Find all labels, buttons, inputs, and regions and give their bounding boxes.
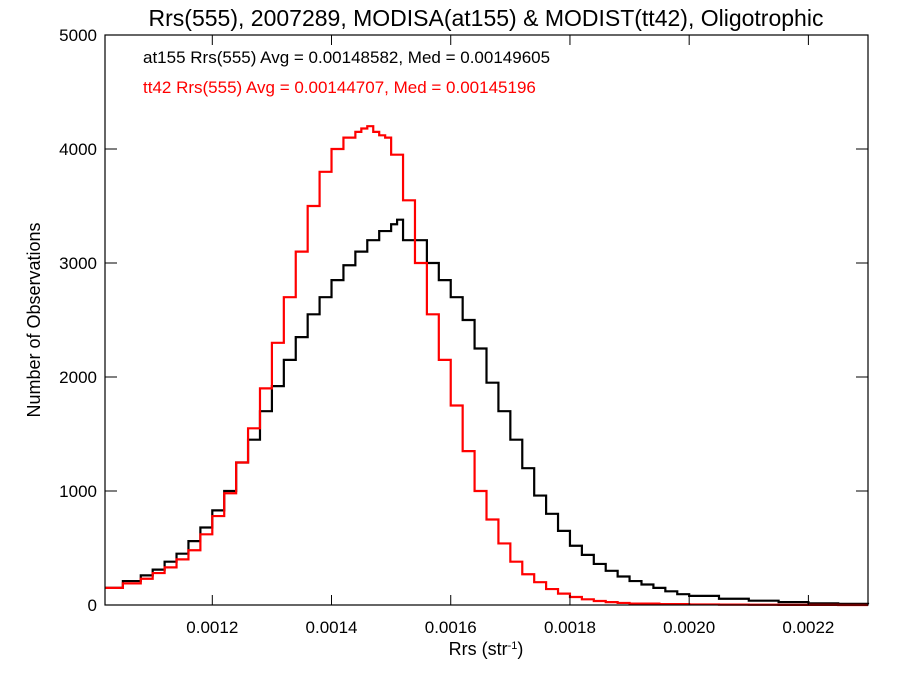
annotation-black: at155 Rrs(555) Avg = 0.00148582, Med = 0… xyxy=(143,48,550,67)
x-tick-label: 0.0020 xyxy=(663,618,715,637)
x-tick-label: 0.0016 xyxy=(425,618,477,637)
x-axis-title: Rrs (str-1) xyxy=(449,639,524,659)
y-tick-label: 5000 xyxy=(59,26,97,45)
x-tick-label: 0.0022 xyxy=(782,618,834,637)
plot-frame xyxy=(104,34,869,606)
y-tick-label: 0 xyxy=(88,596,97,615)
y-tick-label: 4000 xyxy=(59,140,97,159)
x-tick-label: 0.0018 xyxy=(544,618,596,637)
chart-title: Rrs(555), 2007289, MODISA(at155) & MODIS… xyxy=(149,5,824,31)
x-axis-title-close: ) xyxy=(517,639,523,659)
ticks-layer: 0.0012 0.0014 0.0016 0.0018 0.0020 0.0022 0 100… xyxy=(59,26,868,637)
y-tick-label: 3000 xyxy=(59,254,97,273)
x-tick-label: 0.0012 xyxy=(186,618,238,637)
x-tick-label: 0.0014 xyxy=(306,618,358,637)
y-tick-label: 2000 xyxy=(59,368,97,387)
annotation-red: tt42 Rrs(555) Avg = 0.00144707, Med = 0.… xyxy=(143,78,536,97)
x-axis-title-sup: -1 xyxy=(508,640,518,652)
series-layer xyxy=(105,125,870,607)
y-tick-label: 1000 xyxy=(59,482,97,501)
x-axis-title-main: Rrs (str xyxy=(449,639,508,659)
series-line-red xyxy=(105,125,868,607)
y-axis-title: Number of Observations xyxy=(24,222,44,417)
series-line-black xyxy=(105,218,870,605)
